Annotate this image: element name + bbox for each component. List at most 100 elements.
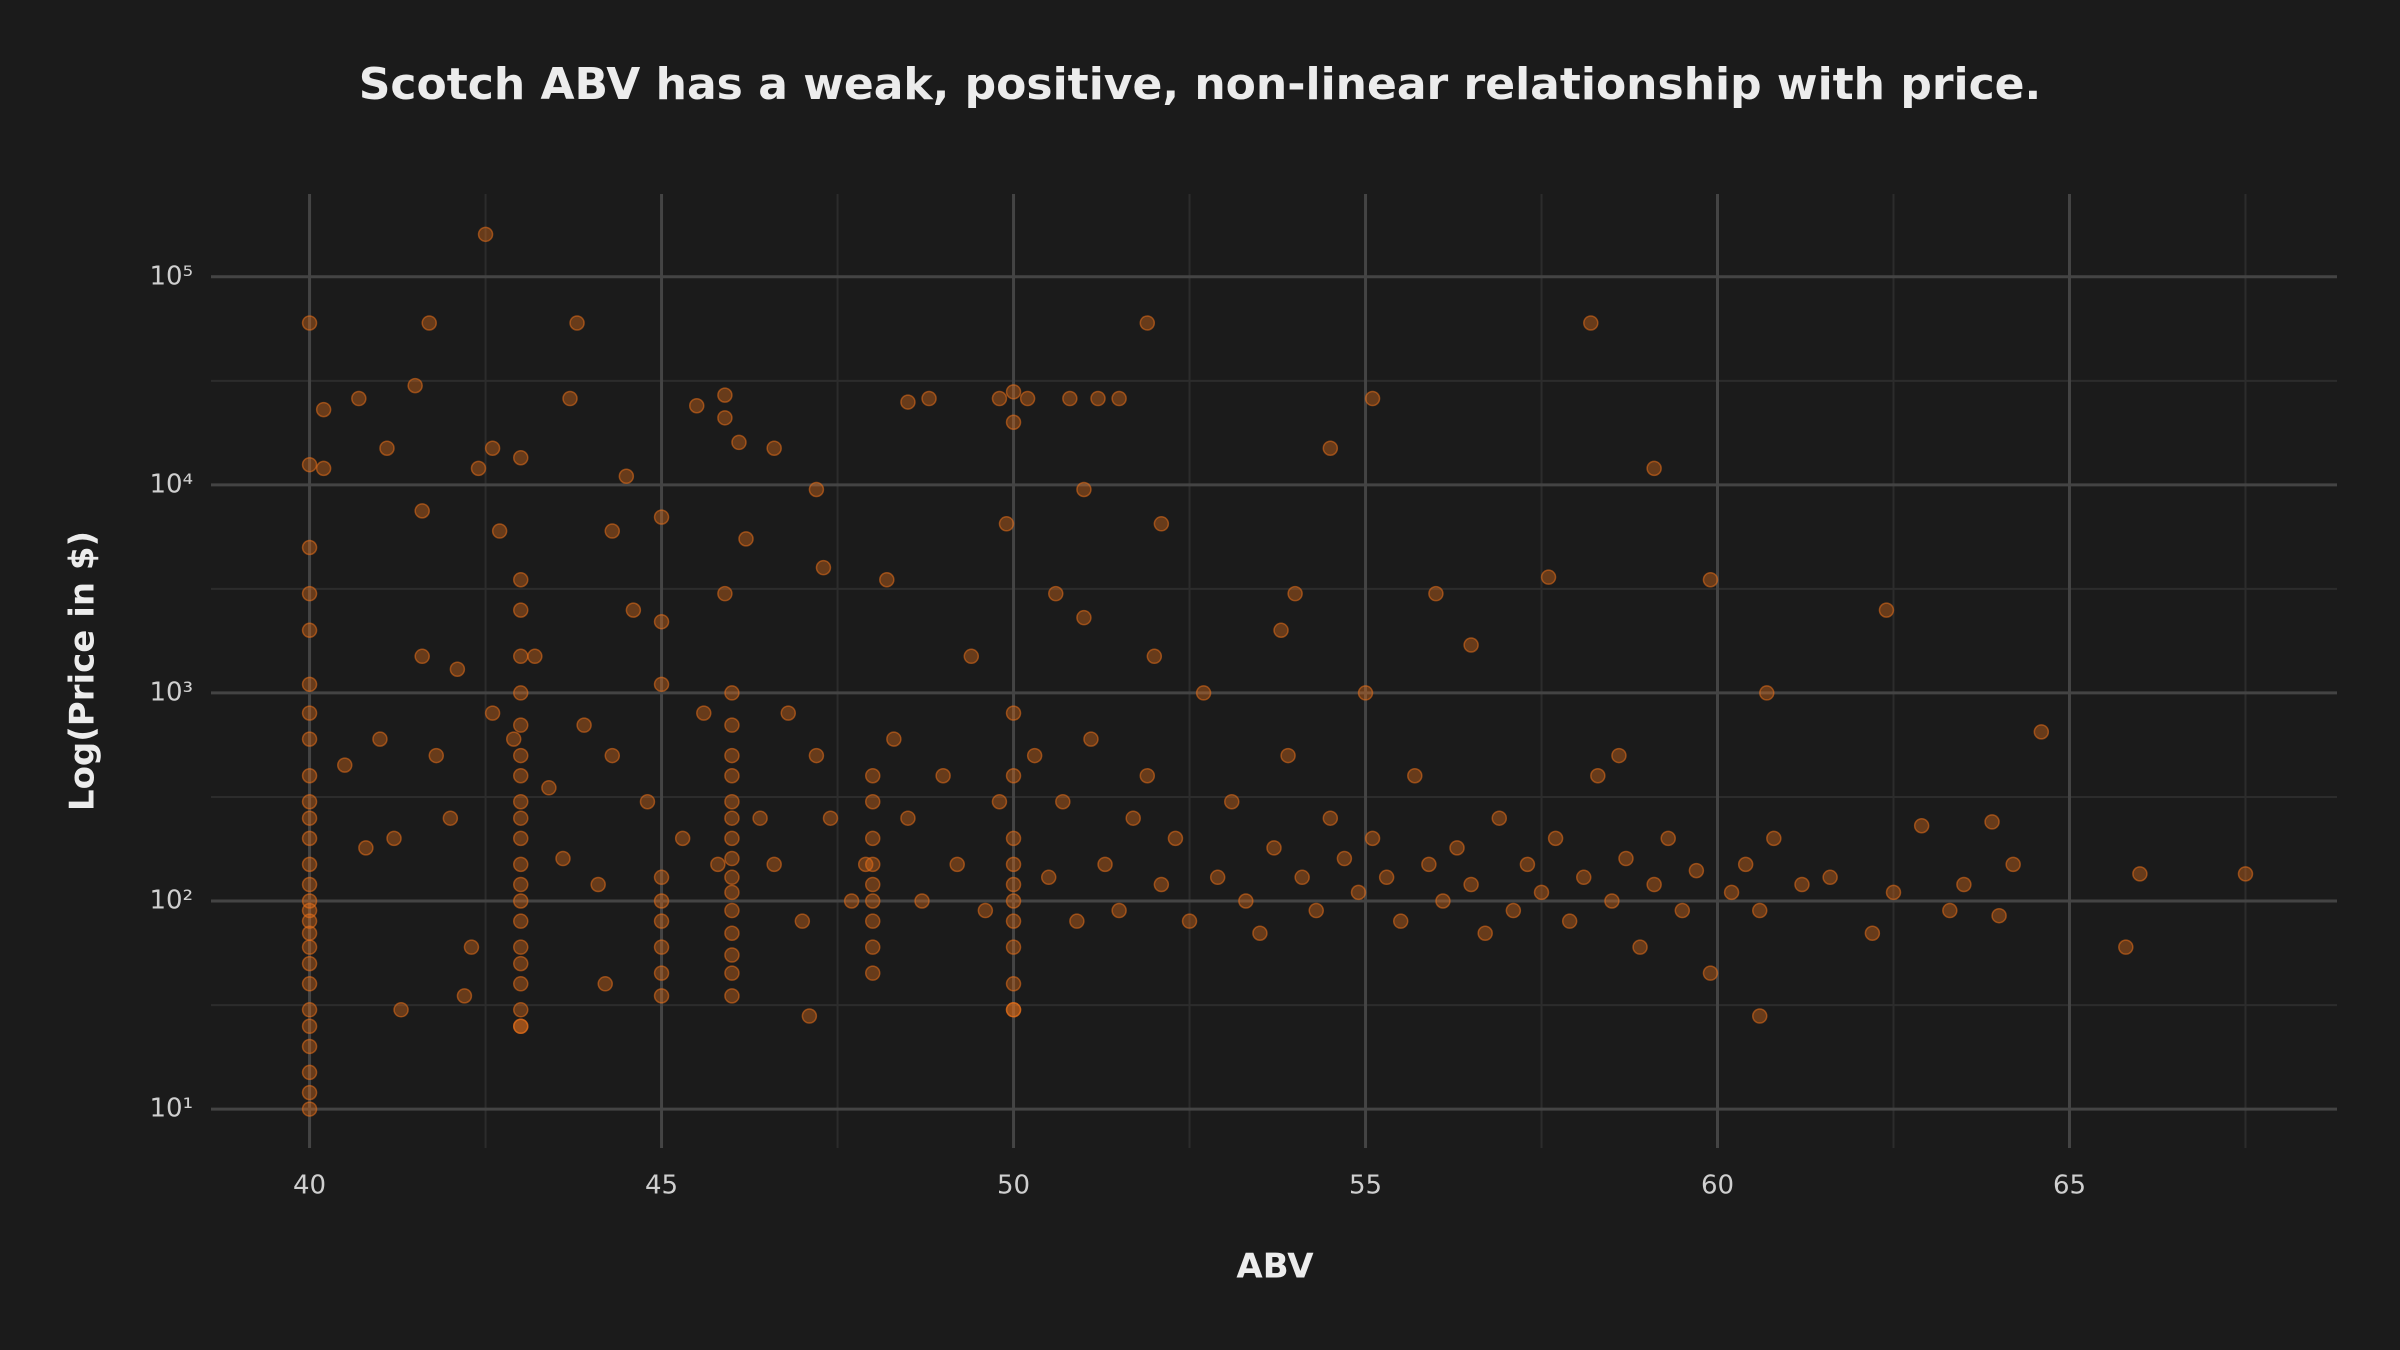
point [935, 767, 951, 784]
point [301, 622, 318, 639]
point [372, 731, 388, 747]
point [512, 717, 529, 733]
point [639, 793, 656, 810]
point [351, 390, 367, 407]
x-tick-label: 65 [2053, 1171, 2086, 1201]
point [512, 810, 529, 826]
point [1287, 585, 1303, 602]
point [724, 793, 740, 810]
point [569, 315, 585, 331]
point [512, 893, 529, 909]
point [512, 856, 529, 873]
point [1153, 516, 1170, 532]
point [1364, 390, 1381, 407]
point [1224, 793, 1240, 810]
point [1942, 902, 1958, 919]
point [724, 717, 740, 733]
point [1505, 902, 1522, 919]
point [301, 585, 318, 602]
point [301, 1101, 318, 1117]
point [724, 902, 740, 919]
point [315, 460, 332, 477]
point [414, 503, 430, 519]
point [1463, 637, 1479, 653]
point [1005, 893, 1022, 909]
point [1273, 622, 1289, 639]
point [1238, 893, 1254, 909]
point [1005, 976, 1022, 992]
point [301, 1084, 318, 1101]
point [512, 876, 529, 893]
point [1040, 869, 1057, 886]
point [1005, 830, 1022, 847]
point [301, 1018, 318, 1035]
point [512, 648, 529, 665]
point [1878, 602, 1895, 618]
point [1688, 862, 1705, 879]
point [1533, 884, 1550, 901]
point [512, 602, 529, 618]
point [752, 810, 768, 826]
y-tick-label: 10³ [149, 677, 193, 707]
point [808, 747, 825, 764]
point [463, 939, 480, 955]
point [724, 810, 740, 826]
point [653, 676, 670, 693]
point [1111, 390, 1127, 407]
point [301, 456, 318, 473]
point [864, 793, 881, 810]
point [1477, 925, 1493, 941]
point [1005, 705, 1022, 721]
point [731, 434, 747, 451]
chart-title: Scotch ABV has a weak, positive, non-lin… [359, 59, 2042, 110]
point [801, 1008, 818, 1024]
point [1322, 810, 1339, 826]
point [1407, 767, 1423, 784]
point [1090, 390, 1106, 407]
point [1561, 913, 1578, 929]
point [442, 810, 459, 826]
point [717, 585, 733, 602]
point [724, 884, 740, 901]
point [301, 830, 318, 847]
point [527, 648, 543, 665]
point [1076, 481, 1092, 498]
point [1463, 876, 1479, 893]
point [512, 571, 529, 588]
point [857, 856, 874, 873]
point [724, 988, 740, 1004]
point [1062, 390, 1078, 407]
point [1885, 884, 1902, 901]
point [1005, 856, 1022, 873]
point [815, 559, 832, 576]
point [963, 648, 980, 665]
point [724, 685, 740, 701]
point [879, 571, 895, 588]
point [1392, 913, 1409, 929]
point [991, 390, 1008, 407]
point [1491, 810, 1508, 826]
point [484, 705, 501, 721]
point [1294, 869, 1310, 886]
point [512, 449, 529, 466]
point [688, 398, 705, 414]
point [1435, 893, 1451, 909]
point [653, 913, 670, 929]
x-tick-label: 60 [1701, 1171, 1734, 1201]
point [653, 509, 670, 525]
point [1583, 315, 1599, 331]
point [315, 401, 332, 418]
point [1759, 685, 1775, 701]
point [1864, 925, 1881, 941]
point [604, 523, 621, 539]
point [766, 856, 782, 873]
point [1604, 893, 1620, 909]
point [1984, 814, 2000, 830]
point [1125, 810, 1141, 826]
point [301, 705, 318, 721]
y-tick-label: 10⁴ [149, 469, 193, 499]
point [653, 965, 670, 981]
point [421, 315, 437, 331]
point [1590, 767, 1606, 784]
